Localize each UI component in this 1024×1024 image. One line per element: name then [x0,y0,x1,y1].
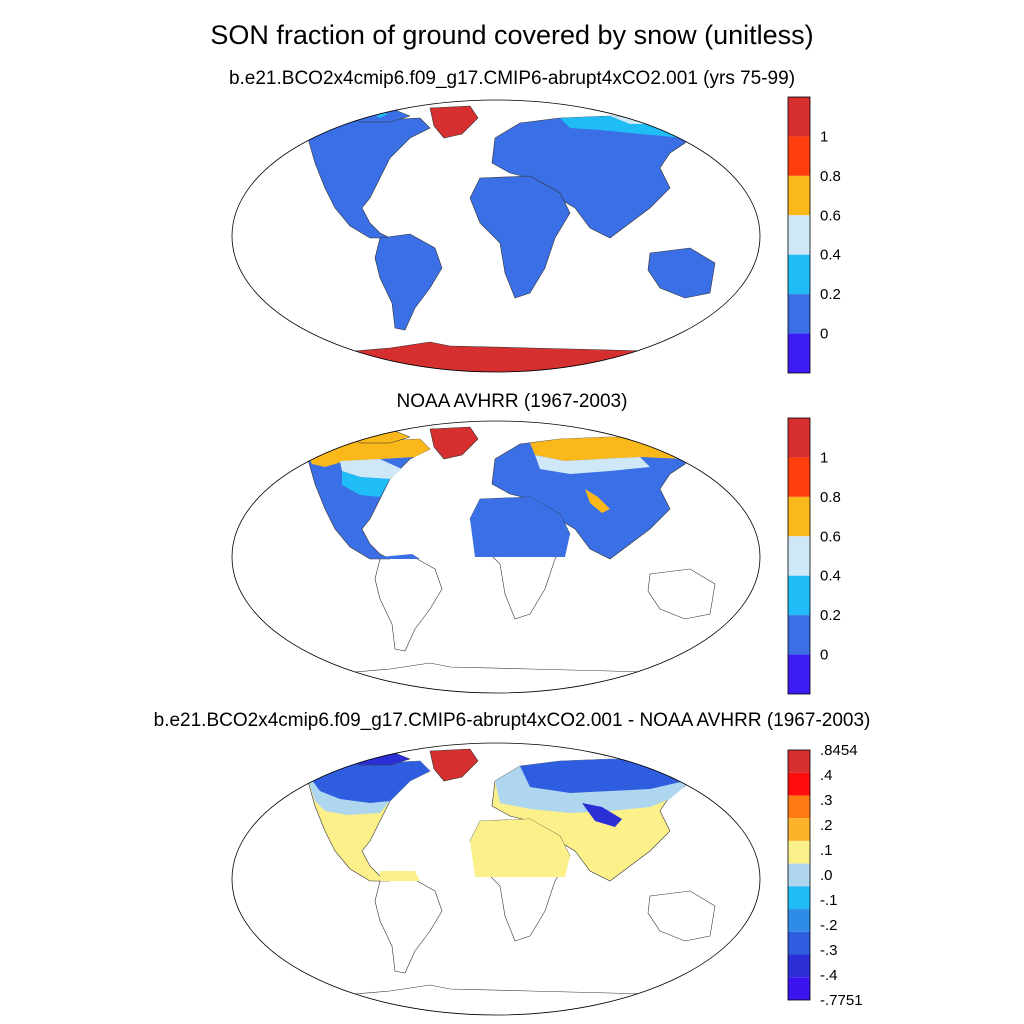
colorbar-tick-label: -.1 [820,892,838,909]
colorbar-segment [788,886,810,910]
colorbar-tick-label: 0.4 [820,247,841,264]
colorbar-tick-label: 0.4 [820,568,841,585]
panel-2-map [231,420,761,694]
antarctica-land [232,341,760,372]
colorbar-segment [788,215,810,255]
colorbar-segment [788,97,810,137]
panel-3-map [231,742,761,1016]
colorbar-segment [788,931,810,955]
colorbar-segment [788,909,810,932]
colorbar-tick-label: -.7751 [820,992,863,1009]
map-border [231,99,761,373]
panel-1-colorbar: 1 0.8 0.6 0.4 0.2 0 [787,96,841,374]
colorbar-segment [788,795,810,819]
colorbar-segment [788,294,810,334]
australia-land [647,247,716,299]
colorbar-tick-label: 0.8 [820,489,841,506]
colorbar-tick-label: 0.8 [820,168,841,185]
colorbar-tick-label: .3 [820,792,833,809]
colorbar-border [787,96,811,374]
colorbar-segment [788,654,810,694]
panel-2-subtitle: NOAA AVHRR (1967-2003) [396,391,628,412]
colorbar-tick-label: .1 [820,842,833,859]
colorbar-border [787,749,811,1001]
panel-3-colorbar: .8454 .4 .3 .2 .1 .0 -.1 -.2 -.3 -.4 -.7751 [787,742,863,1009]
colorbar-border [787,417,811,695]
colorbar-tick-label: -.2 [820,917,838,934]
colorbar-tick-label: .2 [820,817,833,834]
colorbar-tick-label: 0.2 [820,286,841,303]
panel-1-map [231,99,761,373]
colorbar-tick-label: 0 [820,647,828,664]
panel-1-subtitle: b.e21.BCO2x4cmip6.f09_g17.CMIP6-abrupt4x… [228,68,796,89]
colorbar-segment [788,575,810,616]
colorbar-tick-label: 0 [820,326,828,343]
colorbar-segment [788,840,810,864]
colorbar-segment [788,954,810,978]
colorbar-tick-label: 0.6 [820,528,841,545]
figure-title: SON fraction of ground covered by snow (… [210,20,814,50]
africa-land [469,175,571,299]
colorbar-tick-label: .4 [820,767,833,784]
colorbar-segment [788,863,810,887]
colorbar-segment [788,457,810,497]
colorbar-segment [788,418,810,458]
colorbar-segment [788,536,810,576]
colorbar-tick-label: 0.2 [820,607,841,624]
colorbar-segment [788,977,810,1000]
colorbar-segment [788,818,810,841]
greenland-land [429,105,479,139]
panel-3-subtitle: b.e21.BCO2x4cmip6.f09_g17.CMIP6-abrupt4x… [153,710,871,731]
colorbar-tick-label: .0 [820,867,833,884]
colorbar-tick-label: 1 [820,449,828,466]
north-america-land [304,117,431,239]
south-america-land [374,233,443,331]
colorbar-segment [788,615,810,655]
panel-2-colorbar: 1 0.8 0.6 0.4 0.2 0 [787,417,841,695]
colorbar-segment [788,333,810,373]
colorbar-segment [788,175,810,216]
colorbar-tick-label: -.4 [820,967,838,984]
colorbar-segment [788,496,810,537]
colorbar-tick-label: -.3 [820,942,838,959]
colorbar-segment [788,254,810,295]
colorbar-tick-label: 1 [820,128,828,145]
colorbar-tick-label: .8454 [820,742,858,759]
colorbar-segment [788,772,810,796]
colorbar-segment [788,136,810,176]
colorbar-segment [788,750,810,773]
colorbar-tick-label: 0.6 [820,207,841,224]
